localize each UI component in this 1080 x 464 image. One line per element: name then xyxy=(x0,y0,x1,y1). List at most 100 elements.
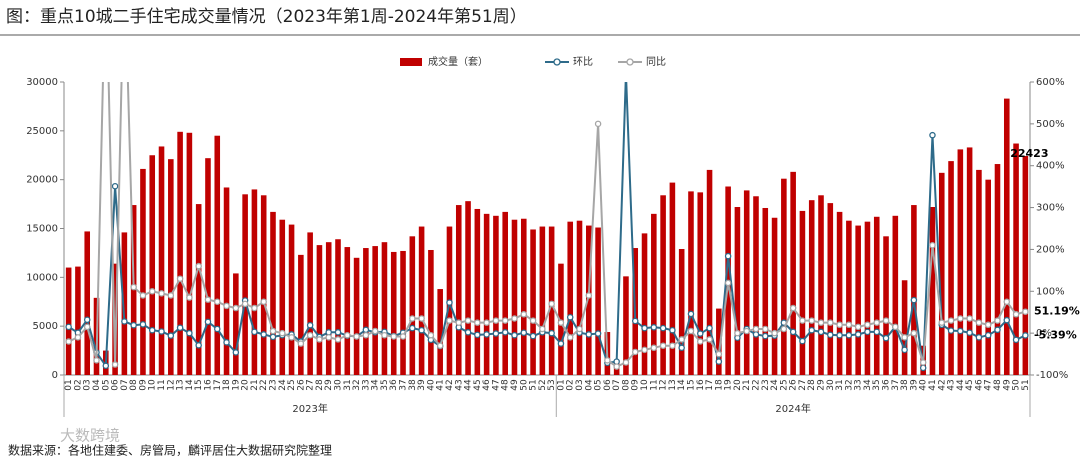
line-marker xyxy=(93,357,100,364)
y2-tick-label: 200% xyxy=(1036,244,1065,255)
bar xyxy=(558,263,564,375)
y2-tick-label: 300% xyxy=(1036,203,1065,214)
bar xyxy=(716,308,722,375)
bar xyxy=(1013,143,1019,375)
line-marker xyxy=(845,321,853,329)
line-marker xyxy=(148,326,156,334)
line-marker xyxy=(631,348,639,356)
x-tick-label: 51 xyxy=(529,379,539,390)
bar xyxy=(502,211,508,375)
line-marker xyxy=(176,275,184,282)
line-marker xyxy=(260,331,267,338)
bar xyxy=(214,135,221,375)
y2-tick-label: -100% xyxy=(1036,370,1068,381)
line-marker xyxy=(130,321,137,329)
line-marker xyxy=(566,334,574,341)
bar xyxy=(205,158,211,375)
line-marker xyxy=(139,321,147,328)
line-marker xyxy=(984,331,992,339)
x-tick-label: 01 xyxy=(556,379,566,390)
line-marker xyxy=(994,317,1001,324)
bar xyxy=(985,179,991,375)
x-tick-label: 44 xyxy=(956,379,966,391)
bar xyxy=(465,201,471,375)
x-tick-label: 23 xyxy=(761,379,771,390)
line-marker xyxy=(102,362,110,370)
x-tick-label: 41 xyxy=(436,379,446,390)
line-marker xyxy=(557,340,565,347)
line-marker xyxy=(288,334,295,341)
legend-label: 环比 xyxy=(573,56,593,68)
line-marker xyxy=(260,298,267,305)
line-marker xyxy=(492,317,500,324)
line-marker xyxy=(882,334,890,342)
bar xyxy=(288,224,295,375)
x-tick-label: 43 xyxy=(454,379,464,390)
y2-tick-label: 600% xyxy=(1036,77,1065,88)
line-marker xyxy=(1003,298,1011,305)
line-marker xyxy=(975,334,983,341)
bar xyxy=(948,161,954,375)
bar xyxy=(233,273,239,375)
bar xyxy=(177,131,183,375)
line xyxy=(68,82,1026,368)
line-marker xyxy=(566,313,574,321)
line-marker xyxy=(65,338,72,345)
line-marker xyxy=(892,323,899,331)
line-marker xyxy=(576,325,583,333)
line-marker xyxy=(269,333,277,341)
line-marker xyxy=(864,321,871,329)
y-tick-label: 0 xyxy=(52,370,58,381)
bar xyxy=(567,221,574,375)
bar xyxy=(929,207,936,375)
line-marker xyxy=(279,329,286,337)
bar xyxy=(855,225,861,375)
line-marker xyxy=(241,300,249,308)
x-tick-label: 06 xyxy=(603,379,613,391)
x-tick-label: 38 xyxy=(900,379,910,391)
bar xyxy=(864,221,871,375)
y-tick-label: 20000 xyxy=(26,175,58,186)
line-marker xyxy=(65,323,72,331)
x-tick-label: 20 xyxy=(241,379,251,391)
line-marker xyxy=(520,311,528,318)
line-marker xyxy=(223,302,230,310)
x-tick-label: 21 xyxy=(250,379,260,390)
bar xyxy=(65,267,72,375)
bar xyxy=(790,171,796,375)
line-marker xyxy=(845,331,853,339)
bar xyxy=(892,215,899,375)
bar xyxy=(363,248,369,375)
x-tick-label: 07 xyxy=(120,379,130,390)
x-tick-label: 41 xyxy=(928,379,938,390)
legend-label: 同比 xyxy=(646,56,666,68)
line-marker xyxy=(511,315,518,322)
line-marker xyxy=(724,279,732,287)
line-marker xyxy=(947,317,955,324)
bar xyxy=(743,190,750,375)
line-marker xyxy=(938,319,946,326)
line-marker xyxy=(743,327,750,335)
x-tick-label: 48 xyxy=(993,379,1003,391)
x-tick-label: 37 xyxy=(399,379,409,390)
line-marker xyxy=(594,330,602,337)
line-marker xyxy=(864,328,871,336)
bar xyxy=(75,266,81,375)
bar xyxy=(149,155,156,375)
line-marker xyxy=(464,317,472,324)
bar xyxy=(279,219,286,375)
bar xyxy=(1022,156,1029,375)
line-marker xyxy=(901,334,908,341)
line-marker xyxy=(111,361,119,368)
line-marker xyxy=(316,336,323,343)
x-tick-label: 26 xyxy=(296,379,306,391)
x-tick-label: 40 xyxy=(919,379,929,391)
line-marker xyxy=(669,326,676,334)
line-marker xyxy=(1003,316,1011,324)
x-tick-label: 08 xyxy=(129,379,139,391)
bar xyxy=(307,232,313,375)
line-marker xyxy=(641,346,648,354)
x-tick-label: 14 xyxy=(185,379,195,391)
line-marker xyxy=(464,329,472,336)
line-marker xyxy=(724,252,732,260)
